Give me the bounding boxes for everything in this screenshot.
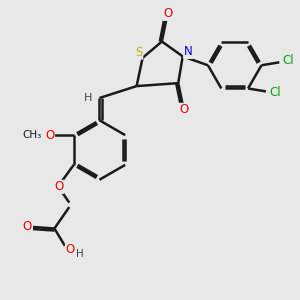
Text: S: S [135,46,143,59]
Text: H: H [84,93,92,103]
Text: N: N [184,45,192,58]
Text: O: O [163,8,172,20]
Text: O: O [180,103,189,116]
Text: Cl: Cl [282,54,294,67]
Text: O: O [54,180,64,194]
Text: Cl: Cl [269,86,281,99]
Text: H: H [76,249,84,259]
Text: O: O [65,243,75,256]
Text: O: O [45,129,55,142]
Text: CH₃: CH₃ [22,130,41,140]
Text: O: O [22,220,32,233]
